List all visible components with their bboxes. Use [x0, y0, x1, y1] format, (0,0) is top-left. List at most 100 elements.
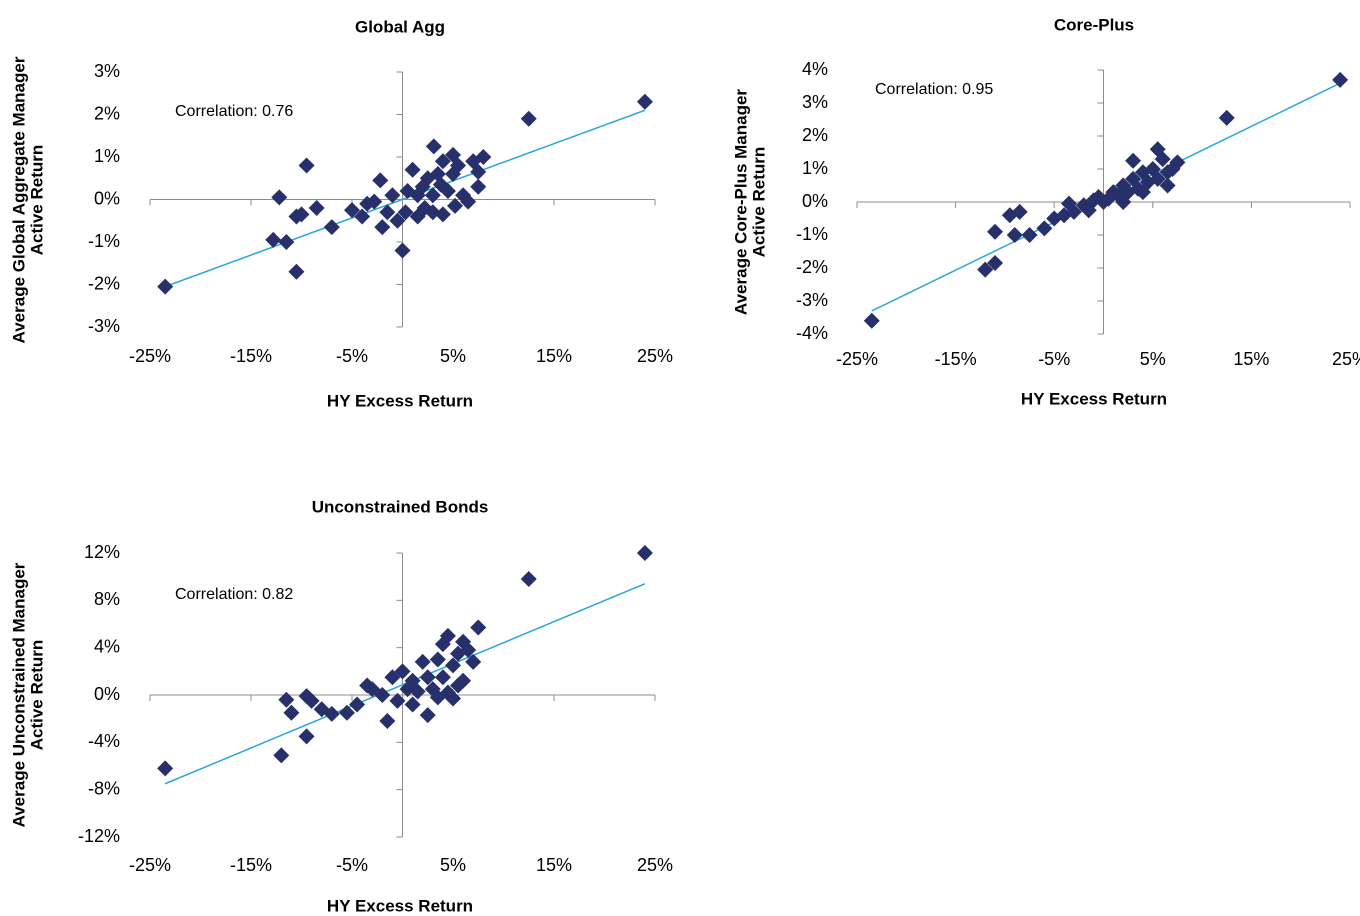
x-tick-label: 5%: [1140, 349, 1166, 369]
y-tick-label: 3%: [802, 92, 828, 112]
scatter-point: [636, 93, 653, 110]
scatter-point: [409, 683, 426, 700]
x-tick-label: 15%: [536, 346, 572, 366]
scatter-point: [414, 653, 431, 670]
y-tick-label: 3%: [94, 61, 120, 81]
scatter-point: [271, 189, 288, 206]
scatter-point: [397, 204, 414, 221]
scatter-point: [1090, 189, 1107, 206]
chart: Unconstrained Bonds HY Excess Return Avera…: [9, 497, 673, 915]
x-tick-label: 25%: [637, 855, 673, 875]
scatter-point: [1115, 194, 1132, 210]
chart: Global Agg HY Excess Return Average Global…: [9, 17, 673, 410]
y-tick-label: 2%: [94, 103, 120, 123]
scatter-point: [1065, 203, 1082, 220]
scatter-point: [1125, 152, 1142, 169]
scatter-point: [372, 172, 389, 189]
scatter-point: [455, 672, 472, 689]
y-tick-label: -2%: [796, 257, 828, 277]
scatter-point: [374, 219, 391, 236]
y-tick-label: 2%: [802, 125, 828, 145]
scatter-point: [349, 696, 366, 713]
y-tick-label: -1%: [88, 231, 120, 251]
chart-title: Unconstrained Bonds: [312, 497, 489, 516]
y-axis-label: Active Return: [27, 145, 46, 256]
scatter-point: [475, 149, 492, 165]
scatter-point: [293, 206, 310, 223]
x-tick-label: 5%: [440, 855, 466, 875]
scatter-point: [1149, 170, 1166, 187]
correlation-note: Correlation: 0.76: [175, 103, 293, 120]
x-tick-label: 15%: [536, 855, 572, 875]
scatter-point: [374, 687, 391, 703]
scatter-point: [434, 153, 451, 170]
scatter-point: [445, 146, 461, 163]
scatter-point: [1159, 177, 1176, 194]
scatter-point: [447, 197, 464, 214]
scatter-point: [394, 663, 411, 680]
y-tick-label: -12%: [78, 826, 120, 846]
y-tick-label: -3%: [88, 316, 120, 336]
y-tick-label: 8%: [94, 589, 120, 609]
x-tick-label: 15%: [1233, 349, 1269, 369]
correlation-note: Correlation: 0.82: [175, 586, 293, 603]
scatter-point: [1154, 151, 1171, 168]
scatter-point: [265, 231, 282, 248]
scatter-point: [354, 208, 371, 225]
scatter-point: [1218, 109, 1235, 126]
scatter-point: [470, 178, 487, 195]
scatter-point: [389, 212, 406, 229]
scatter-point: [323, 705, 340, 722]
x-tick-label: -25%: [129, 346, 171, 366]
scatter-point: [364, 681, 381, 698]
scatter-point: [439, 183, 456, 199]
x-tick-label: -15%: [230, 346, 272, 366]
scatter-point: [157, 278, 174, 295]
scatter-point: [465, 653, 482, 670]
scatter-point: [439, 627, 456, 644]
scatter-point: [298, 728, 315, 745]
scatter-point: [344, 202, 360, 219]
scatter-point: [303, 692, 320, 709]
x-tick-label: 5%: [440, 346, 466, 366]
scatter-point: [273, 747, 290, 764]
scatter-point: [278, 691, 295, 708]
scatter-point: [157, 760, 174, 777]
y-axis-label: Average Core-Plus Manager: [731, 89, 750, 315]
scatter-point: [470, 619, 487, 636]
y-tick-label: -4%: [88, 731, 120, 751]
x-axis-label: HY Excess Return: [1021, 389, 1167, 408]
chart-title: Core-Plus: [1054, 15, 1134, 34]
y-tick-label: -3%: [796, 290, 828, 310]
scatter-point: [445, 657, 461, 674]
x-tick-label: -5%: [1038, 349, 1070, 369]
y-tick-label: 0%: [94, 188, 120, 208]
x-axis-label: HY Excess Return: [327, 391, 473, 410]
y-tick-label: 1%: [802, 158, 828, 178]
scatter-point: [1011, 203, 1028, 220]
scatter-point: [404, 161, 421, 178]
scatter-point: [384, 669, 401, 686]
scatter-point: [394, 242, 411, 259]
scatter-point: [1021, 227, 1038, 243]
scatter-point: [863, 312, 880, 329]
scatter-point: [520, 571, 537, 588]
y-tick-label: 12%: [84, 542, 120, 562]
x-tick-label: -5%: [336, 346, 368, 366]
x-tick-label: 25%: [1332, 349, 1360, 369]
scatter-point: [977, 261, 994, 278]
x-tick-label: -25%: [836, 349, 878, 369]
y-tick-label: 1%: [94, 146, 120, 166]
scatter-point: [470, 163, 487, 180]
y-tick-label: -4%: [796, 323, 828, 343]
scatter-point: [424, 187, 441, 204]
y-axis-label: Active Return: [27, 640, 46, 751]
scatter-point: [434, 206, 451, 223]
scatter-point: [425, 138, 442, 155]
x-tick-label: 25%: [637, 346, 673, 366]
scatter-point: [379, 713, 396, 730]
y-tick-label: 0%: [802, 191, 828, 211]
scatter-point: [1006, 227, 1023, 243]
scatter-point: [1169, 154, 1186, 171]
x-tick-label: -15%: [935, 349, 977, 369]
